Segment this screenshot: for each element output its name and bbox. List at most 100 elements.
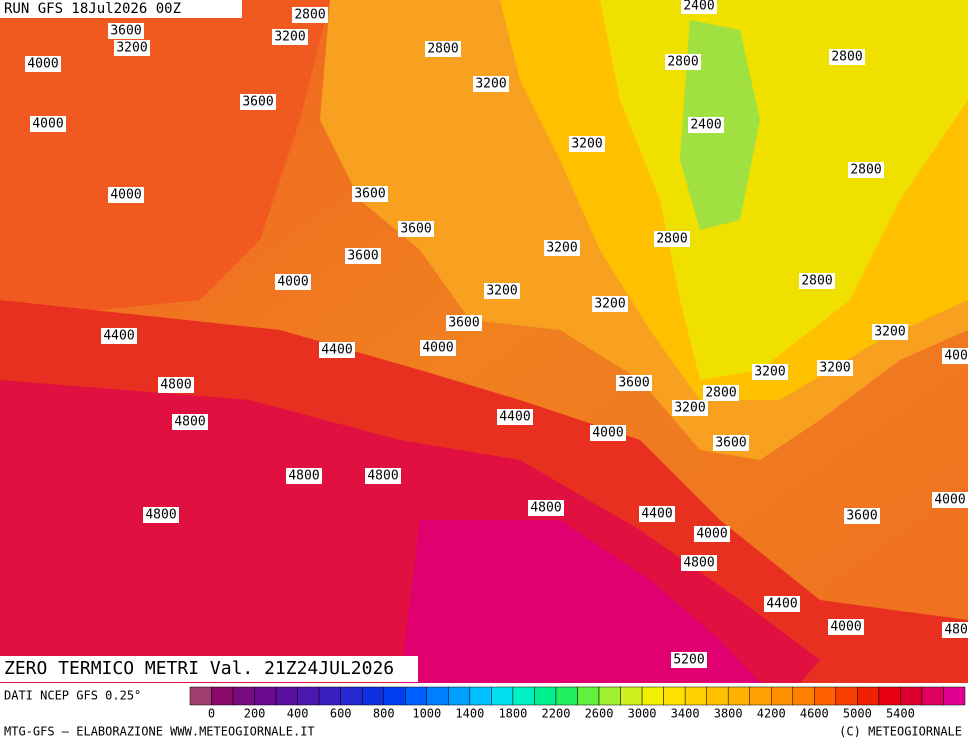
scale-swatch	[921, 686, 944, 706]
scale-label: 3000	[628, 707, 657, 721]
contour-label: 3200	[546, 241, 577, 256]
contour-label: 4400	[499, 410, 530, 425]
contour-label: 3200	[754, 365, 785, 380]
contour-label-box	[114, 40, 150, 56]
scale-label: 400	[287, 707, 309, 721]
contour-label-box	[101, 328, 137, 344]
scale-swatch	[211, 686, 234, 706]
contour-label: 3600	[448, 316, 479, 331]
contour-label: 4000	[110, 188, 141, 203]
contour-label: 2400	[683, 0, 714, 14]
contour-label: 4000	[944, 349, 968, 364]
contour-label: 4800	[530, 501, 561, 516]
contour-label-box	[592, 296, 628, 312]
contour-label-box	[158, 377, 194, 393]
contour-label: 4000	[830, 620, 861, 635]
scale-swatch	[641, 686, 664, 706]
contour-label: 3200	[571, 137, 602, 152]
scale-label: 5400	[886, 707, 915, 721]
scale-swatch	[577, 686, 600, 706]
contour-labels: 2800 3600 3200 3200 2800 4000 2400 2800 2800 3200…	[25, 0, 968, 668]
contour-label: 3600	[354, 187, 385, 202]
scale-swatch	[275, 686, 298, 706]
contour-label-box	[497, 409, 533, 425]
contour-label-box	[172, 414, 208, 430]
contour-label-box	[848, 162, 884, 178]
contour-label: 4000	[592, 426, 623, 441]
contour-label: 3600	[242, 95, 273, 110]
contour-label: 4000	[27, 57, 58, 72]
contour-label-box	[713, 435, 749, 451]
contour-label-box	[345, 248, 381, 264]
contour-label-box	[752, 364, 788, 380]
contour-label: 4400	[321, 343, 352, 358]
contour-label: 4000	[934, 493, 965, 508]
scale-label: 3800	[714, 707, 743, 721]
scale-label: 2200	[542, 707, 571, 721]
scale-swatch	[900, 686, 923, 706]
contour-label-box	[292, 7, 328, 23]
scale-label: 200	[244, 707, 266, 721]
scale-label: 2600	[585, 707, 614, 721]
contour-label-box	[694, 526, 730, 542]
contour-label: 3200	[594, 297, 625, 312]
contour-label: 3600	[715, 436, 746, 451]
contour-label: 3600	[846, 509, 877, 524]
contour-label: 3600	[400, 222, 431, 237]
contour-label-box	[590, 425, 626, 441]
scale-label: 800	[373, 707, 395, 721]
color-scale: 0 200 400 600 800 1000 1400 1800 2200 2600 3000 340…	[189, 686, 966, 721]
contour-label-box	[446, 315, 482, 331]
contour-label: 4800	[367, 469, 398, 484]
scale-swatch	[598, 686, 621, 706]
contour-label-box	[425, 41, 461, 57]
scale-label: 4200	[757, 707, 786, 721]
contour-label-box	[143, 507, 179, 523]
contour-label-box	[319, 342, 355, 358]
contour-label: 3200	[274, 30, 305, 45]
contour-label: 4800	[145, 508, 176, 523]
contour-label-box	[932, 492, 968, 508]
scale-swatch	[943, 686, 966, 706]
contour-label-box	[275, 274, 311, 290]
contour-label-box	[352, 186, 388, 202]
scale-swatch	[254, 686, 277, 706]
scale-swatch	[469, 686, 492, 706]
map-fill	[0, 0, 968, 683]
contour-label: 3600	[110, 24, 141, 39]
contour-label: 3600	[347, 249, 378, 264]
contour-label: 5200	[673, 653, 704, 668]
map-title: ZERO TERMICO METRI Val. 21Z24JUL2026	[4, 658, 394, 679]
footer-right: (C) METEOGIORNALE	[839, 725, 962, 739]
contour-label: 4400	[766, 597, 797, 612]
contour-label: 2800	[801, 274, 832, 289]
scale-swatch	[318, 686, 341, 706]
contour-label-box	[844, 508, 880, 524]
contour-label-box	[942, 622, 968, 638]
scale-swatch	[620, 686, 643, 706]
contour-label: 2800	[656, 232, 687, 247]
contour-label: 4800	[288, 469, 319, 484]
contour-label: 2800	[294, 8, 325, 23]
scale-swatch	[232, 686, 255, 706]
contour-label-box	[108, 23, 144, 39]
contour-label-box	[872, 324, 908, 340]
contour-label: 3200	[475, 77, 506, 92]
scale-swatch	[426, 686, 449, 706]
contour-label-box	[671, 652, 707, 668]
scale-swatch	[814, 686, 837, 706]
scale-swatch	[857, 686, 880, 706]
scale-label: 5000	[843, 707, 872, 721]
contour-label-box	[942, 348, 968, 364]
contour-label: 2400	[690, 118, 721, 133]
run-label: RUN GFS 18Jul2026 00Z	[4, 1, 181, 17]
scale-swatch	[189, 686, 212, 706]
contour-label-box	[665, 54, 701, 70]
contour-label-box	[764, 596, 800, 612]
contour-label-box	[817, 360, 853, 376]
contour-label: 4800	[683, 556, 714, 571]
contour-label: 2800	[427, 42, 458, 57]
contour-label: 3200	[674, 401, 705, 416]
contour-label: 4800	[160, 378, 191, 393]
contour-label-box	[544, 240, 580, 256]
